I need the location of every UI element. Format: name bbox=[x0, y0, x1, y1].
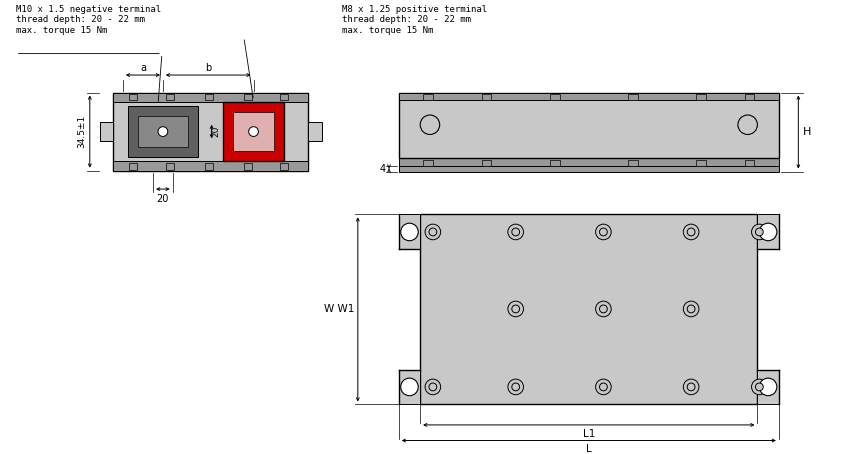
Bar bbox=[398, 370, 420, 405]
Bar bbox=[205, 163, 213, 170]
Circle shape bbox=[756, 228, 764, 236]
Bar bbox=[420, 214, 758, 405]
Text: a: a bbox=[140, 63, 146, 73]
Circle shape bbox=[687, 305, 695, 313]
Bar bbox=[113, 161, 308, 171]
Bar bbox=[166, 94, 174, 100]
Bar bbox=[138, 116, 188, 147]
Bar bbox=[244, 94, 251, 100]
Circle shape bbox=[756, 383, 764, 391]
Circle shape bbox=[425, 224, 440, 240]
Circle shape bbox=[596, 224, 611, 240]
Bar bbox=[696, 160, 705, 166]
Text: L: L bbox=[586, 444, 592, 454]
Circle shape bbox=[508, 224, 523, 240]
Circle shape bbox=[599, 228, 607, 236]
Text: b: b bbox=[205, 63, 211, 73]
Circle shape bbox=[420, 115, 439, 134]
Circle shape bbox=[401, 378, 418, 396]
Bar bbox=[113, 93, 308, 102]
Bar bbox=[244, 163, 251, 170]
Bar bbox=[481, 160, 492, 166]
Bar bbox=[166, 163, 174, 170]
Text: 20: 20 bbox=[156, 194, 169, 204]
Bar bbox=[99, 122, 113, 141]
Bar bbox=[423, 94, 433, 100]
Bar bbox=[628, 94, 638, 100]
Circle shape bbox=[425, 379, 440, 395]
Text: 4: 4 bbox=[380, 163, 386, 173]
Bar bbox=[758, 370, 779, 405]
Circle shape bbox=[512, 305, 520, 313]
Circle shape bbox=[759, 223, 777, 241]
Bar bbox=[129, 163, 137, 170]
Text: 20: 20 bbox=[211, 126, 220, 137]
Bar bbox=[223, 102, 284, 161]
Circle shape bbox=[683, 301, 699, 317]
Bar bbox=[696, 94, 705, 100]
Bar bbox=[423, 160, 433, 166]
Bar bbox=[280, 163, 287, 170]
Circle shape bbox=[687, 228, 695, 236]
Circle shape bbox=[683, 379, 699, 395]
Bar bbox=[628, 160, 638, 166]
Bar bbox=[758, 214, 779, 248]
Circle shape bbox=[599, 383, 607, 391]
Bar bbox=[745, 94, 754, 100]
Bar bbox=[233, 112, 274, 151]
Bar bbox=[129, 94, 137, 100]
Bar bbox=[280, 94, 287, 100]
Bar bbox=[398, 93, 779, 158]
Circle shape bbox=[429, 383, 437, 391]
Circle shape bbox=[508, 301, 523, 317]
Circle shape bbox=[596, 379, 611, 395]
Bar bbox=[127, 106, 198, 157]
Bar bbox=[398, 166, 779, 172]
Circle shape bbox=[512, 383, 520, 391]
Bar bbox=[745, 160, 754, 166]
Circle shape bbox=[596, 301, 611, 317]
Circle shape bbox=[158, 127, 168, 137]
Circle shape bbox=[249, 127, 258, 137]
Bar bbox=[205, 94, 213, 100]
Text: M10 x 1.5 negative terminal
thread depth: 20 - 22 mm
max. torque 15 Nm: M10 x 1.5 negative terminal thread depth… bbox=[15, 5, 161, 35]
Bar bbox=[308, 122, 321, 141]
Bar bbox=[550, 160, 559, 166]
Circle shape bbox=[687, 383, 695, 391]
Circle shape bbox=[508, 379, 523, 395]
Bar bbox=[398, 214, 420, 248]
Circle shape bbox=[759, 378, 777, 396]
Circle shape bbox=[683, 224, 699, 240]
Circle shape bbox=[401, 223, 418, 241]
Text: W W1: W W1 bbox=[323, 305, 354, 315]
Bar bbox=[481, 94, 492, 100]
Circle shape bbox=[738, 115, 758, 134]
Bar bbox=[550, 94, 559, 100]
Bar bbox=[398, 93, 779, 100]
Bar bbox=[398, 158, 779, 166]
Circle shape bbox=[599, 305, 607, 313]
Circle shape bbox=[752, 379, 767, 395]
Circle shape bbox=[752, 224, 767, 240]
Text: H: H bbox=[803, 127, 811, 137]
Circle shape bbox=[429, 228, 437, 236]
Text: M8 x 1.25 positive terminal
thread depth: 20 - 22 mm
max. torque 15 Nm: M8 x 1.25 positive terminal thread depth… bbox=[342, 5, 487, 35]
Circle shape bbox=[512, 228, 520, 236]
Text: L1: L1 bbox=[582, 429, 595, 439]
Text: 34.5±1: 34.5±1 bbox=[77, 115, 86, 148]
Bar bbox=[113, 93, 308, 171]
